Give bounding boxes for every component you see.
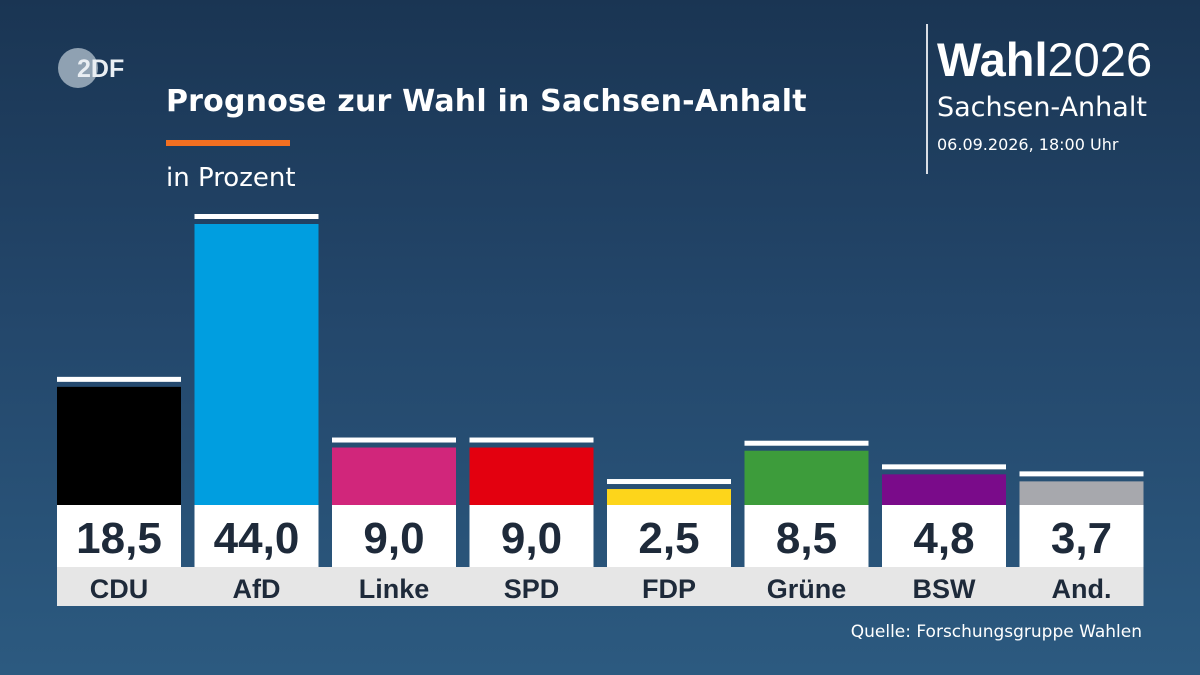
brand-word: Wahl [937, 33, 1048, 86]
value-label-fdp: 2,5 [638, 514, 699, 563]
value-label-linke: 9,0 [363, 514, 424, 563]
bar-cap-spd [469, 437, 594, 443]
election-brand: Wahl2026 Sachsen-Anhalt 06.09.2026, 18:0… [937, 32, 1152, 154]
value-label-afd: 44,0 [214, 514, 300, 563]
bar-cap-cdu [57, 376, 181, 382]
source-note: Quelle: Forschungsgruppe Wahlen [850, 622, 1142, 642]
title-accent-line [166, 140, 290, 146]
category-label-bsw: BSW [913, 574, 977, 604]
value-box-bsw [882, 505, 1006, 567]
brand-wordmark: Wahl2026 [937, 32, 1152, 88]
brand-datetime: 06.09.2026, 18:00 Uhr [937, 135, 1119, 154]
value-box-afd [194, 505, 319, 567]
value-label-grüne: 8,5 [776, 514, 837, 563]
value-box-grüne [744, 505, 869, 567]
value-label-and: 3,7 [1051, 514, 1112, 563]
chart-unit-label: in Prozent [166, 163, 296, 193]
bar-cap-afd [194, 214, 319, 219]
value-label-spd: 9,0 [501, 514, 562, 563]
zdf-logo: 2DF [58, 48, 124, 88]
bar-linke [332, 447, 456, 505]
category-label-spd: SPD [504, 574, 560, 604]
bar-cap-and [1019, 471, 1144, 477]
brand-year: 2026 [1047, 33, 1153, 86]
brand-region: Sachsen-Anhalt [937, 92, 1147, 123]
value-label-bsw: 4,8 [913, 514, 974, 563]
category-label-afd: AfD [233, 574, 281, 604]
bar-cap-bsw [882, 464, 1006, 470]
value-label-cdu: 18,5 [76, 514, 162, 563]
value-box-and [1019, 505, 1144, 567]
party-label-strip [57, 567, 1144, 606]
brand-divider [926, 24, 928, 174]
page-title: Prognose zur Wahl in Sachsen-Anhalt [166, 84, 807, 119]
bar-cap-linke [332, 437, 456, 443]
bar-afd [194, 224, 319, 505]
category-label-grüne: Grüne [767, 574, 847, 604]
zdf-logo-text: 2DF [77, 55, 124, 83]
value-box-spd [469, 505, 594, 567]
bar-and [1019, 481, 1144, 505]
category-label-and: And. [1052, 574, 1112, 604]
bar-cap-fdp [607, 479, 731, 485]
bar-cap-grüne [744, 440, 869, 446]
bar-bsw [882, 474, 1006, 505]
category-label-linke: Linke [359, 574, 430, 604]
bar-grüne [744, 450, 869, 505]
category-label-fdp: FDP [642, 574, 696, 604]
value-box-fdp [607, 505, 731, 567]
category-label-cdu: CDU [90, 574, 149, 604]
bar-cdu [57, 386, 181, 505]
value-box-cdu [57, 505, 181, 567]
bar-spd [469, 447, 594, 505]
bar-fdp [607, 489, 731, 505]
value-box-linke [332, 505, 456, 567]
